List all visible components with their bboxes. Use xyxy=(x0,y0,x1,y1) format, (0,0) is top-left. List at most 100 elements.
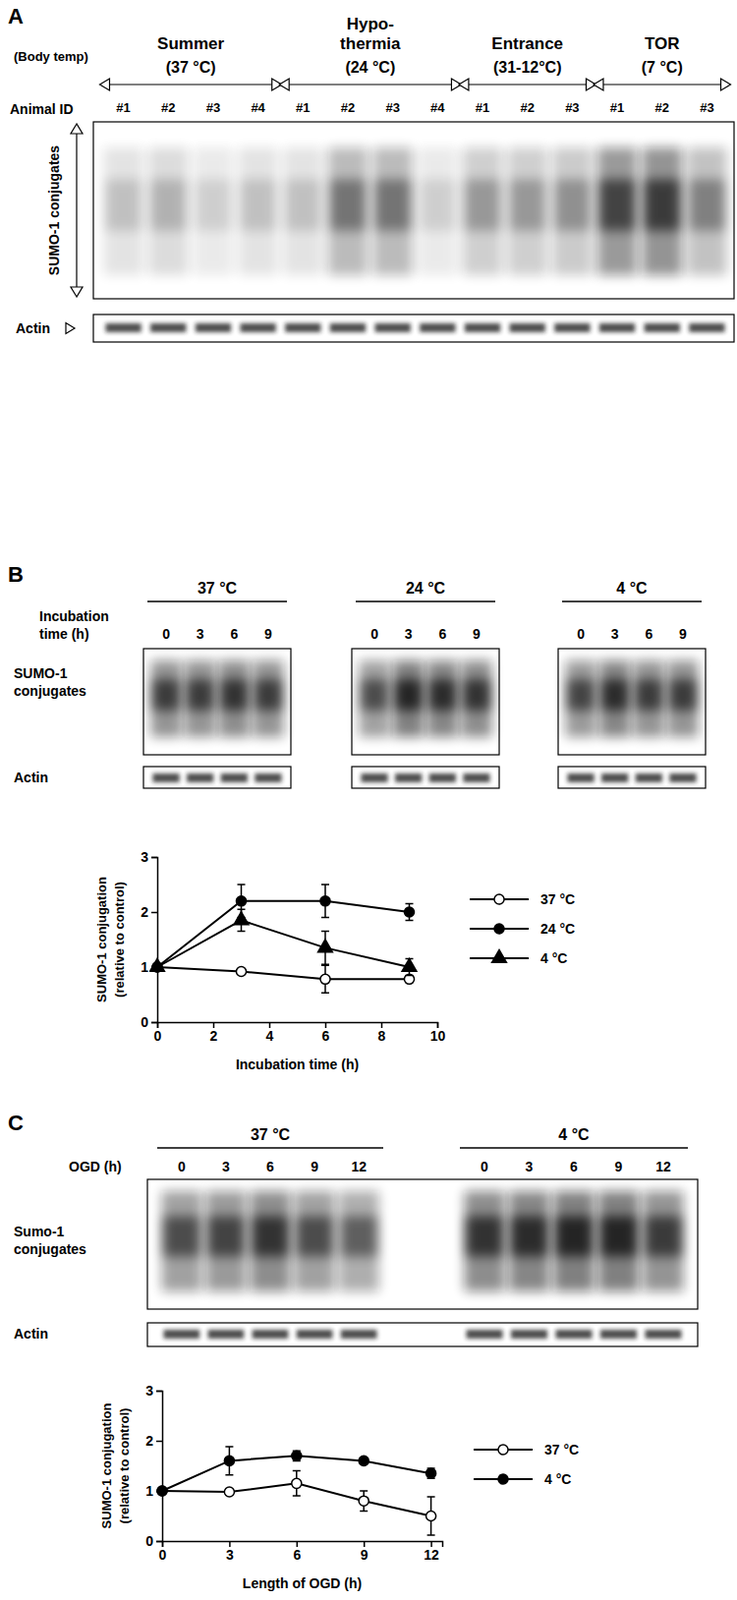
actin-band xyxy=(340,1329,378,1339)
tick-label: 3 xyxy=(140,849,149,865)
blot-smear xyxy=(184,660,216,737)
actin-band xyxy=(360,773,388,783)
group-name: 24 °C xyxy=(405,579,447,597)
axis-line xyxy=(163,1541,444,1548)
legend-label: 37 °C xyxy=(540,891,575,908)
panel-b: BIncubationtime (h)SUMO-1conjugatesActin… xyxy=(7,562,706,789)
lane-label: 6 xyxy=(229,625,238,642)
lane-label: 3 xyxy=(196,625,205,642)
legend-marker xyxy=(494,894,505,905)
legend-marker xyxy=(498,1444,509,1455)
actin-band xyxy=(375,323,411,333)
tick: 4 xyxy=(266,1021,275,1044)
blot-band xyxy=(600,1216,637,1257)
marker xyxy=(235,896,246,907)
marker xyxy=(157,1485,168,1496)
blot-smear xyxy=(554,1190,595,1292)
blot-smear xyxy=(219,660,250,737)
blot-band xyxy=(254,680,282,711)
actin-band xyxy=(688,323,725,333)
time-label: time (h) xyxy=(39,625,90,642)
group-name: Summer xyxy=(157,34,225,54)
blot-band xyxy=(556,1216,593,1257)
panel-label: B xyxy=(7,562,24,587)
tick-label: 3 xyxy=(226,1546,234,1563)
blot-band xyxy=(330,179,366,231)
actin-band xyxy=(644,323,681,333)
panel-label: C xyxy=(7,1110,24,1135)
legend-label: 4 °C xyxy=(544,1471,571,1487)
group-arrow xyxy=(603,83,722,85)
animal-id: #2 xyxy=(655,100,670,115)
blot-band xyxy=(645,1216,682,1257)
blot-band xyxy=(284,179,321,231)
blot-band xyxy=(462,680,490,711)
time-label: OGD (h) xyxy=(68,1158,122,1175)
marker xyxy=(233,911,249,925)
blot-band xyxy=(340,1216,378,1257)
blot-smear xyxy=(599,660,630,737)
blot-band xyxy=(240,179,277,231)
arrow-head xyxy=(65,323,75,335)
blot-smear xyxy=(598,1190,639,1292)
actin-band xyxy=(600,1329,637,1339)
arrow-head xyxy=(70,123,83,134)
actin-band xyxy=(395,773,422,783)
group-underline xyxy=(562,600,702,603)
lane-label: 0 xyxy=(370,625,379,642)
series-line xyxy=(157,919,410,967)
group-arrow xyxy=(468,83,587,85)
actin-band xyxy=(510,1329,548,1339)
actin-band xyxy=(296,1329,334,1339)
group-name: Hypo- xyxy=(346,14,395,34)
group-arrow xyxy=(288,83,452,85)
blot-label: Sumo-1 xyxy=(13,1223,65,1240)
blot-smear xyxy=(339,1190,380,1292)
group-name: TOR xyxy=(644,34,681,54)
animal-id: #2 xyxy=(340,100,355,115)
actin-frame xyxy=(351,766,500,789)
group-underline xyxy=(157,1146,384,1149)
tick-label: 2 xyxy=(140,904,149,920)
animal-id: #1 xyxy=(115,100,130,115)
blot-smear xyxy=(464,1190,506,1292)
actin-band xyxy=(429,773,456,783)
blot-smear xyxy=(238,147,279,276)
blot-band xyxy=(150,179,186,231)
blot-label: SUMO-1 xyxy=(13,665,68,681)
y-axis-title: (relative to control) xyxy=(112,881,127,998)
tick-label: 3 xyxy=(145,1382,154,1399)
marker xyxy=(320,973,331,984)
tick: 8 xyxy=(378,1021,387,1044)
axis-line xyxy=(158,1022,439,1029)
actin-band xyxy=(254,773,282,783)
actin xyxy=(143,766,706,789)
blot-band xyxy=(221,680,248,711)
blot-arrow xyxy=(75,133,77,287)
blot-band xyxy=(195,179,231,231)
group-name: 4 °C xyxy=(616,579,648,597)
actin-band xyxy=(186,773,214,783)
lane-label: 3 xyxy=(222,1158,230,1175)
blot-band xyxy=(669,680,696,711)
tick: 3 xyxy=(226,1540,234,1563)
actin-band xyxy=(150,323,186,333)
actin-band xyxy=(252,1329,289,1339)
tick-mark xyxy=(156,1540,163,1543)
marker xyxy=(426,1468,437,1478)
plot-area xyxy=(157,1446,437,1535)
group-arrow xyxy=(109,83,272,85)
tick-label: 1 xyxy=(145,1482,154,1499)
axis-line xyxy=(151,857,159,1023)
animal-id: #4 xyxy=(250,100,266,115)
animal-id: #1 xyxy=(295,100,310,115)
x-axis-title: Incubation time (h) xyxy=(235,1056,359,1073)
animal-id: #2 xyxy=(161,100,175,115)
marker xyxy=(401,958,417,971)
actin-a xyxy=(93,314,735,342)
legend-entry: 4 °C xyxy=(469,949,567,966)
blot-band xyxy=(296,1216,334,1257)
tick-label: 2 xyxy=(210,1027,219,1044)
marker xyxy=(403,907,414,917)
tick-label: 2 xyxy=(145,1432,154,1449)
